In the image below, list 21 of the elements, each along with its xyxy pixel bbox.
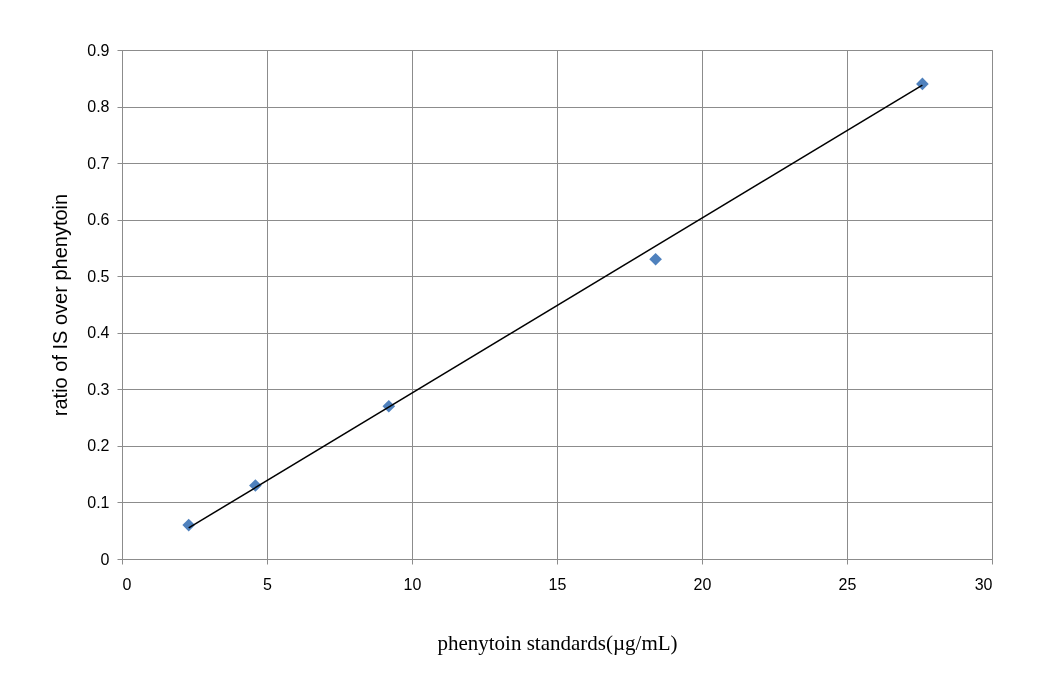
y-tick-label: 0.6 xyxy=(87,211,110,229)
x-tick-label: 25 xyxy=(838,575,857,593)
x-tick-label: 15 xyxy=(548,575,567,593)
y-tick-label: 0 xyxy=(100,550,110,568)
y-tick-label: 0.5 xyxy=(87,267,110,285)
x-tick-label: 10 xyxy=(403,575,422,593)
y-tick-label: 0.2 xyxy=(87,437,110,455)
y-tick-label: 0.4 xyxy=(87,324,110,342)
x-axis-title: phenytoin standards(µg/mL) xyxy=(437,630,678,655)
x-tick-label: 5 xyxy=(263,575,273,593)
point xyxy=(649,252,662,266)
point xyxy=(916,77,929,91)
y-tick-label: 0.7 xyxy=(87,154,110,172)
y-tick-label: 0.8 xyxy=(87,98,110,116)
x-tick-label: 30 xyxy=(974,575,993,593)
y-tick-label: 0.3 xyxy=(87,380,110,398)
x-tick-label: 20 xyxy=(693,575,712,593)
y-axis-title: ratio of IS over phenytoin xyxy=(49,193,72,417)
y-tick-label: 0.9 xyxy=(87,41,110,59)
x-tick-label: 0 xyxy=(122,575,132,593)
y-tick-label: 0.1 xyxy=(87,493,110,511)
